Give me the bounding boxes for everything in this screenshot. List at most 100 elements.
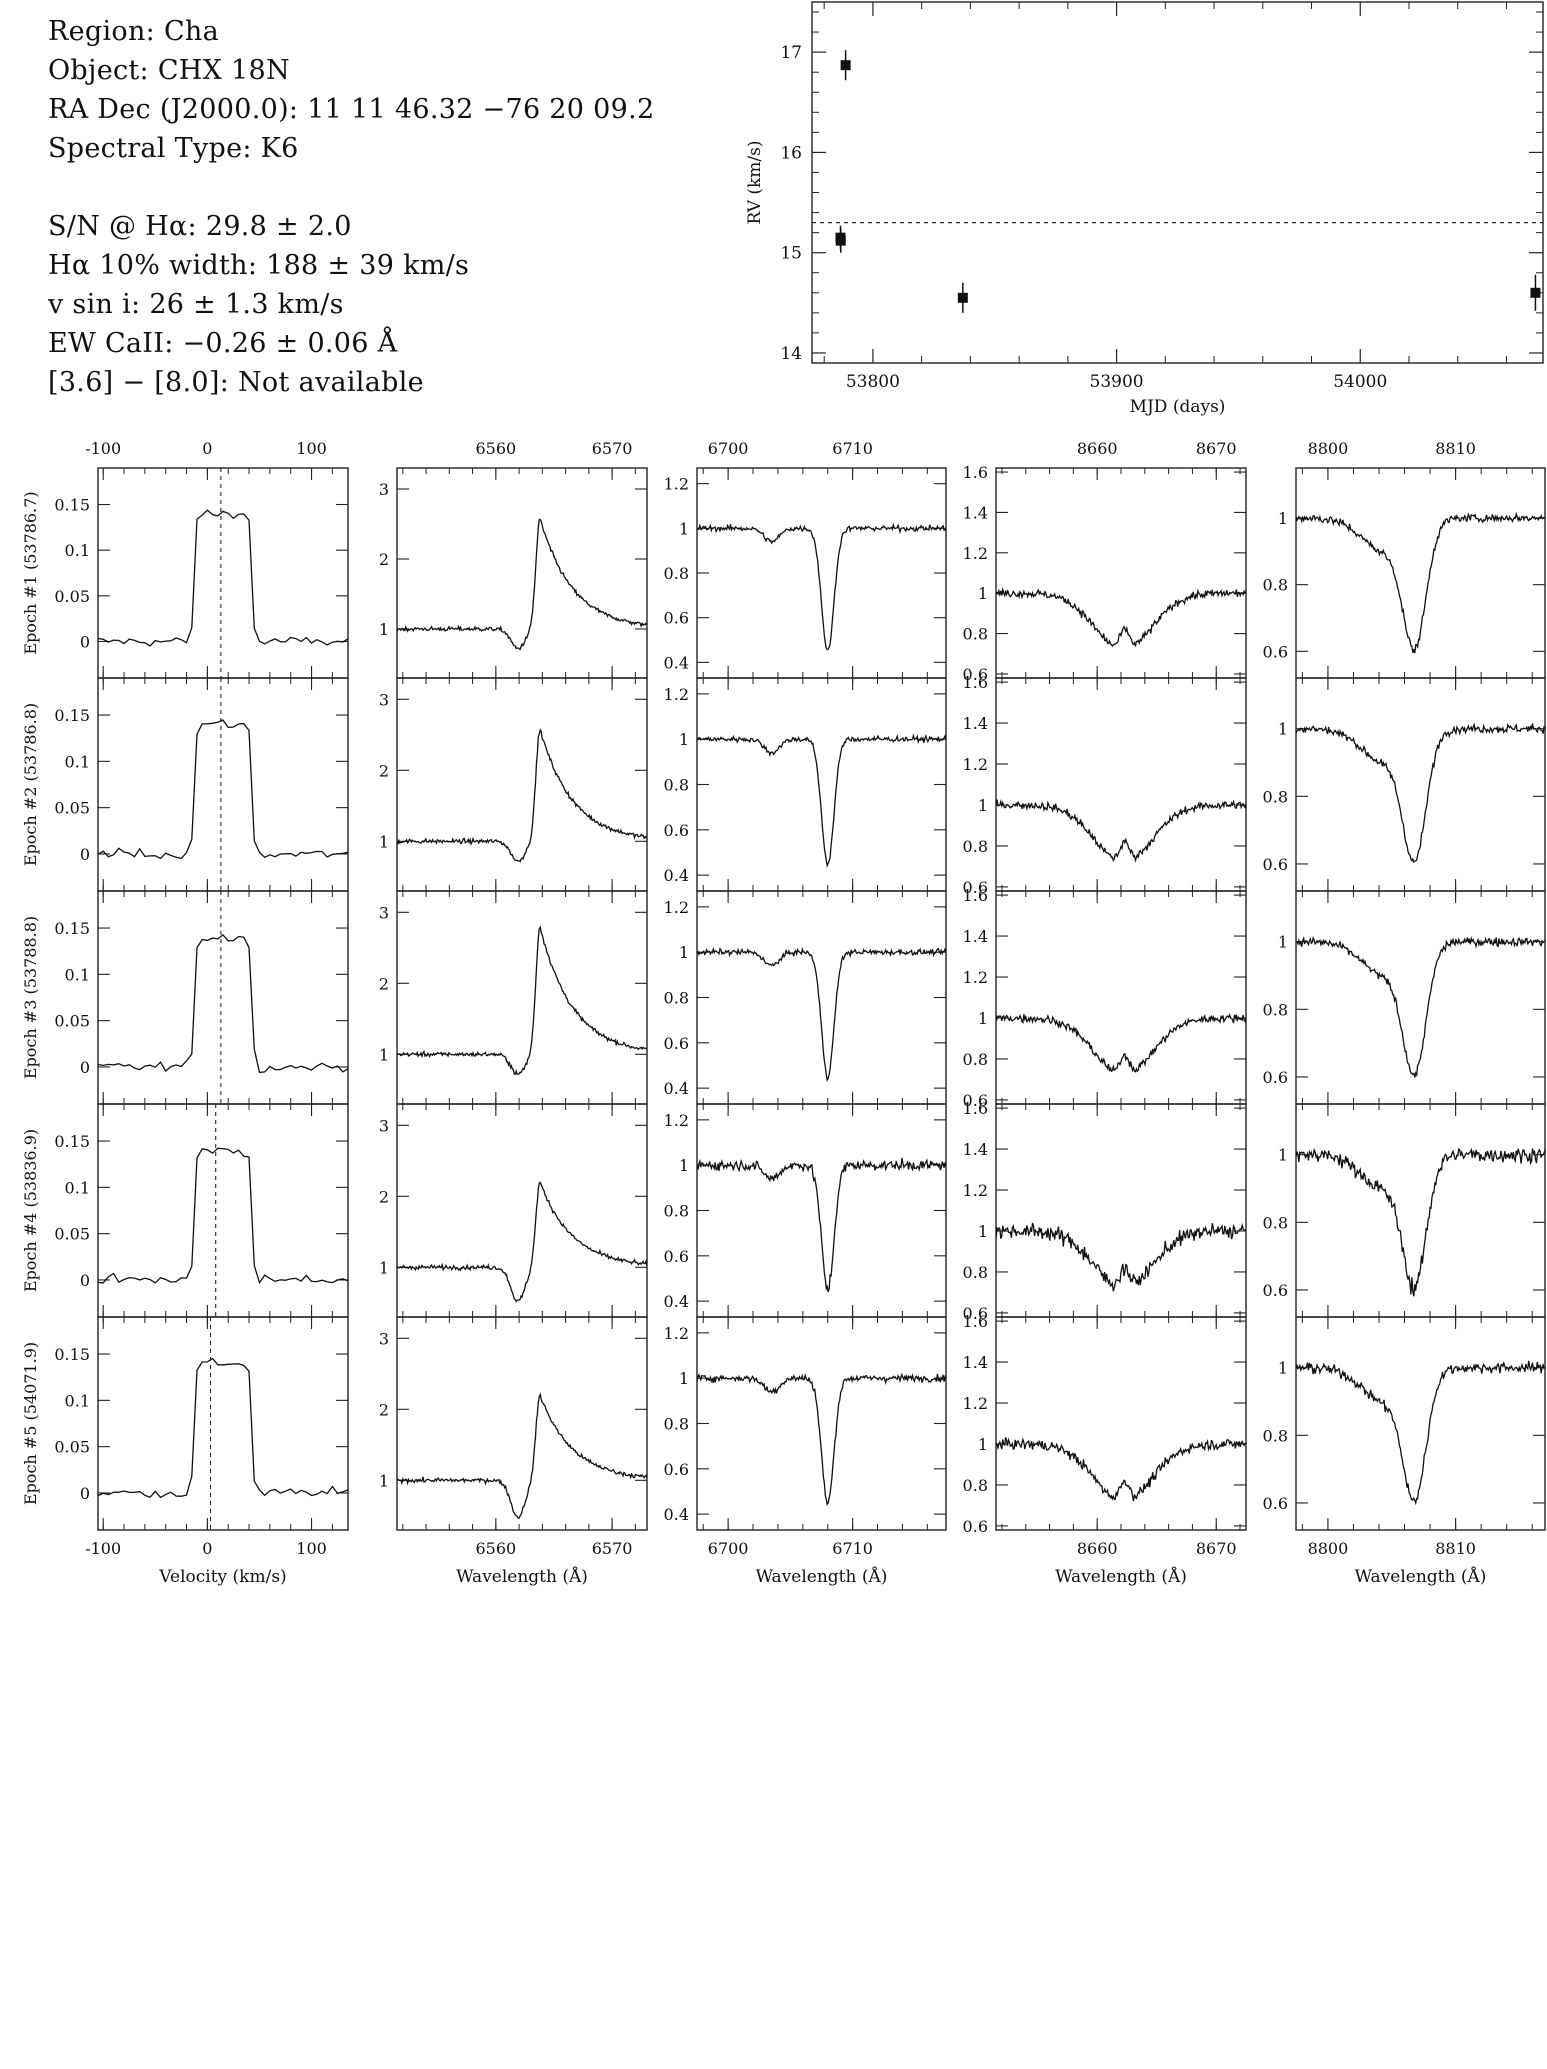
rv-xtick-label: 53800 bbox=[846, 372, 900, 392]
spectrum-ytick-label: 0.6 bbox=[963, 1091, 988, 1110]
spectrum-ytick-label: 0.8 bbox=[963, 1476, 988, 1495]
spectrum-ytick-label: 0.6 bbox=[963, 1517, 988, 1536]
spectrum-panel-frame bbox=[696, 1103, 947, 1318]
spectrum-xlabel: Velocity (km/s) bbox=[158, 1567, 286, 1587]
spectrum-ytick-label: 1.2 bbox=[664, 685, 689, 704]
spectrum-ytick-label: 0.8 bbox=[1263, 1426, 1288, 1445]
spectrum-ytick-label: 0.15 bbox=[54, 919, 90, 938]
spectrum-ytick-label: 0.8 bbox=[664, 989, 689, 1008]
spectrum-ytick-label: 1 bbox=[379, 1258, 389, 1277]
spectrum-line bbox=[397, 518, 647, 651]
spectrum-ytick-label: 0.8 bbox=[963, 1050, 988, 1069]
spectrum-ytick-label: 1 bbox=[679, 943, 689, 962]
spectrum-ytick-label: 0.6 bbox=[664, 821, 689, 840]
spectrum-ytick-label: 1 bbox=[978, 1435, 988, 1454]
spectrum-ytick-label: 1 bbox=[1278, 933, 1288, 952]
spectrum-ytick-label: 0.05 bbox=[54, 799, 90, 818]
spectrum-top-xtick-label: -100 bbox=[85, 439, 121, 458]
spectrum-ytick-label: 0.6 bbox=[664, 1034, 689, 1053]
spectrum-ytick-label: 1.4 bbox=[963, 503, 988, 522]
spectrum-line bbox=[98, 934, 348, 1074]
spectrum-ytick-label: 3 bbox=[379, 480, 389, 499]
spectrum-bottom-xtick-label: 6700 bbox=[708, 1539, 749, 1558]
spectrum-panel-frame bbox=[995, 890, 1247, 1105]
spectrum-line bbox=[996, 1012, 1246, 1073]
spectrum-ytick-label: 0 bbox=[80, 632, 90, 651]
spectrum-ytick-label: 1 bbox=[379, 1471, 389, 1490]
spectrum-ytick-label: 1.6 bbox=[963, 673, 988, 692]
spectrum-line bbox=[98, 719, 348, 860]
spectrum-ytick-label: 0.6 bbox=[963, 1304, 988, 1323]
spectrum-bottom-xtick-label: 6710 bbox=[832, 1539, 873, 1558]
spectrum-ytick-label: 1 bbox=[978, 1009, 988, 1028]
spectrum-ytick-label: 0.8 bbox=[1263, 576, 1288, 595]
spectrum-panel-frame bbox=[1295, 1316, 1546, 1531]
spectrum-line bbox=[996, 1222, 1246, 1292]
spectrum-top-xtick-label: 100 bbox=[296, 439, 327, 458]
spectrum-ytick-label: 0.1 bbox=[65, 541, 90, 560]
spectrum-top-xtick-label: 8670 bbox=[1196, 439, 1237, 458]
spectrum-ytick-label: 1.4 bbox=[963, 1353, 988, 1372]
spectrum-bottom-xtick-label: 8670 bbox=[1196, 1539, 1237, 1558]
epoch-label: Epoch #5 (54071.9) bbox=[21, 1342, 40, 1505]
spectrum-ytick-label: 1 bbox=[679, 730, 689, 749]
spectrum-ytick-label: 0.8 bbox=[963, 837, 988, 856]
epoch-label: Epoch #1 (53786.7) bbox=[21, 491, 40, 654]
rv-point bbox=[835, 235, 846, 246]
spectrum-xlabel: Wavelength (Å) bbox=[756, 1566, 888, 1587]
spectrum-bottom-xtick-label: 6560 bbox=[475, 1539, 516, 1558]
rv-ytick-label: 15 bbox=[780, 244, 802, 264]
spectrum-xlabel: Wavelength (Å) bbox=[1055, 1566, 1187, 1587]
spectrum-ytick-label: 1 bbox=[379, 620, 389, 639]
spectrum-ytick-label: 0.8 bbox=[1263, 787, 1288, 806]
spectrum-top-xtick-label: 6560 bbox=[475, 439, 516, 458]
spectrum-ytick-label: 1 bbox=[1278, 720, 1288, 739]
info-signal-to-noise: S/N @ Hα: 29.8 ± 2.0 bbox=[48, 211, 352, 242]
spectrum-ytick-label: 1.2 bbox=[963, 968, 988, 987]
spectrum-ytick-label: 0.4 bbox=[664, 653, 689, 672]
spectrum-panel-frame bbox=[995, 1316, 1247, 1531]
rv-ytick-label: 14 bbox=[780, 344, 802, 364]
spectrum-panel-frame bbox=[1295, 1103, 1546, 1318]
epoch-label: Epoch #2 (53786.8) bbox=[21, 703, 40, 866]
spectrum-line bbox=[98, 1147, 348, 1285]
rv-xtick-label: 53900 bbox=[1090, 372, 1144, 392]
spectrum-ytick-label: 1.4 bbox=[963, 927, 988, 946]
spectrum-ytick-label: 2 bbox=[379, 761, 389, 780]
spectrum-panel-frame bbox=[1295, 677, 1546, 892]
info-vsini: v sin i: 26 ± 1.3 km/s bbox=[48, 289, 344, 320]
spectrum-ytick-label: 0.6 bbox=[664, 1460, 689, 1479]
spectrum-ytick-label: 0.8 bbox=[1263, 1213, 1288, 1232]
spectrum-bottom-xtick-label: 0 bbox=[202, 1539, 212, 1558]
spectrum-ytick-label: 1.4 bbox=[963, 1140, 988, 1159]
rv-xtick-label: 54000 bbox=[1333, 372, 1387, 392]
spectrum-panel-frame bbox=[97, 890, 349, 1105]
spectrum-ytick-label: 1.2 bbox=[963, 755, 988, 774]
spectrum-ytick-label: 0.1 bbox=[65, 1178, 90, 1197]
spectrum-bottom-xtick-label: 8660 bbox=[1077, 1539, 1118, 1558]
spectrum-panel-frame bbox=[97, 1103, 349, 1318]
spectrum-ytick-label: 0.6 bbox=[963, 878, 988, 897]
spectrum-ytick-label: 1.2 bbox=[664, 475, 689, 494]
spectrum-ytick-label: 0 bbox=[80, 845, 90, 864]
spectrum-ytick-label: 3 bbox=[379, 690, 389, 709]
spectrum-panel-frame bbox=[396, 890, 648, 1105]
spectrum-line bbox=[996, 587, 1246, 648]
spectrum-line bbox=[697, 946, 946, 1083]
spectrum-ytick-label: 1.2 bbox=[963, 1181, 988, 1200]
spectrum-ytick-label: 1 bbox=[379, 1045, 389, 1064]
spectrum-ytick-label: 0.6 bbox=[963, 665, 988, 684]
rv-ytick-label: 16 bbox=[780, 143, 802, 163]
spectrum-ytick-label: 0.05 bbox=[54, 587, 90, 606]
spectrum-ytick-label: 0.6 bbox=[1263, 1281, 1288, 1300]
spectrum-panel-frame bbox=[995, 677, 1247, 892]
spectrum-ytick-label: 1.2 bbox=[664, 1324, 689, 1343]
spectrum-ytick-label: 1 bbox=[1278, 1146, 1288, 1165]
info-spectral-type: Spectral Type: K6 bbox=[48, 133, 299, 164]
spectrum-line bbox=[1296, 1360, 1545, 1506]
spectrum-ytick-label: 1 bbox=[978, 796, 988, 815]
info-irac-color: [3.6] − [8.0]: Not available bbox=[48, 367, 424, 398]
spectrum-line bbox=[1296, 722, 1545, 864]
spectrum-line bbox=[697, 522, 946, 651]
spectrum-top-xtick-label: 8660 bbox=[1077, 439, 1118, 458]
